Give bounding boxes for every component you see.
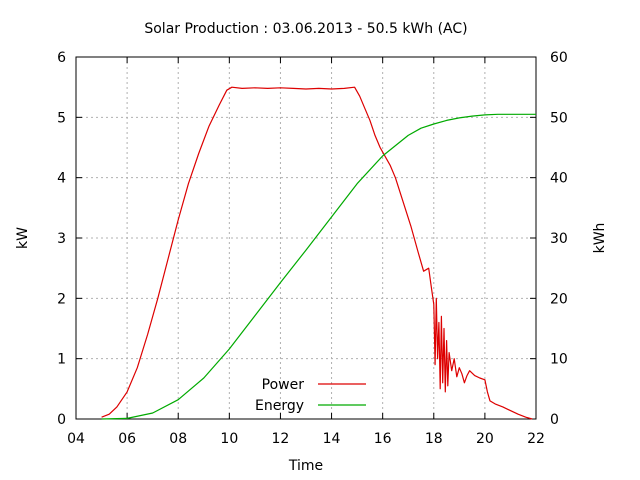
legend-label-power: Power <box>262 377 305 393</box>
y2-axis-label: kWh <box>592 223 608 254</box>
y-tick-label: 1 <box>57 352 66 368</box>
x-tick-label: 08 <box>169 431 187 447</box>
y2-tick-label: 0 <box>550 412 559 428</box>
y2-tick-label: 20 <box>550 291 568 307</box>
series-lines <box>101 86 536 420</box>
y-axis-label: kW <box>15 227 31 249</box>
x-tick-label: 20 <box>476 431 494 447</box>
x-tick-label: 16 <box>374 431 392 447</box>
chart-title: Solar Production : 03.06.2013 - 50.5 kWh… <box>144 21 467 37</box>
y2-tick-label: 10 <box>550 352 568 368</box>
x-tick-label: 12 <box>272 431 290 447</box>
y-tick-label: 4 <box>57 171 66 187</box>
y2-tick-label: 40 <box>550 171 568 187</box>
x-tick-label: 18 <box>425 431 443 447</box>
x-tick-label: 22 <box>527 431 545 447</box>
y-tick-labels: 0 1 2 3 4 5 6 <box>57 50 66 428</box>
x-axis-label: Time <box>288 458 323 474</box>
y-tick-label: 6 <box>57 50 66 66</box>
x-tick-label: 06 <box>118 431 136 447</box>
y2-tick-labels: 0 10 20 30 40 50 60 <box>550 50 568 428</box>
series-line-energy <box>101 113 536 420</box>
series-line-power <box>101 86 533 420</box>
plot-area-border <box>75 56 537 420</box>
y-tick-label: 0 <box>57 412 66 428</box>
y2-tick-label: 60 <box>550 50 568 66</box>
y-tick-label: 2 <box>57 291 66 307</box>
x-tick-label: 04 <box>67 431 85 447</box>
x-tick-label: 14 <box>323 431 341 447</box>
x-tick-label: 10 <box>220 431 238 447</box>
y2-tick-label: 30 <box>550 231 568 247</box>
y2-tick-label: 50 <box>550 110 568 126</box>
y-tick-label: 3 <box>57 231 66 247</box>
y-tick-label: 5 <box>57 110 66 126</box>
legend-label-energy: Energy <box>255 398 304 414</box>
grid-lines <box>76 57 536 419</box>
legend: Power Energy <box>255 377 366 414</box>
x-tick-labels: 04 06 08 10 12 14 16 18 20 22 <box>67 431 545 447</box>
